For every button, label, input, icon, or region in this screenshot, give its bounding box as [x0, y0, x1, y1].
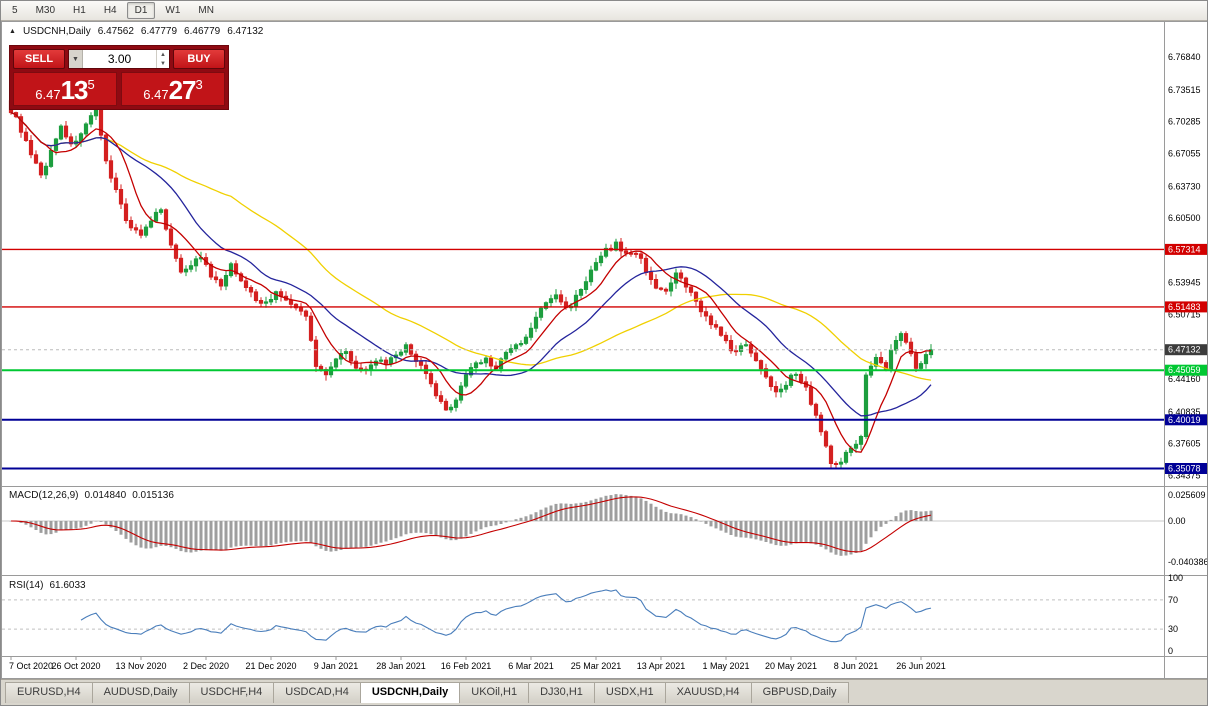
- timeframe-button-h4[interactable]: H4: [103, 5, 117, 16]
- svg-text:6.63730: 6.63730: [1168, 181, 1201, 191]
- macd-label: MACD(12,26,9) 0.014840 0.015136: [9, 490, 174, 501]
- svg-text:25 Mar 2021: 25 Mar 2021: [571, 661, 622, 671]
- chart-tab-audusd[interactable]: AUDUSD,Daily: [91, 682, 190, 703]
- volume-dropdown-icon[interactable]: ▼: [69, 50, 83, 68]
- svg-text:0.025609: 0.025609: [1168, 490, 1206, 500]
- svg-text:16 Feb 2021: 16 Feb 2021: [441, 661, 492, 671]
- svg-text:2 Dec 2020: 2 Dec 2020: [183, 661, 229, 671]
- svg-text:21 Dec 2020: 21 Dec 2020: [245, 661, 296, 671]
- timeframe-button-mn[interactable]: MN: [198, 5, 214, 16]
- timeframe-button-5[interactable]: 5: [12, 5, 18, 16]
- svg-text:6.47132: 6.47132: [1168, 345, 1201, 355]
- svg-text:6.45059: 6.45059: [1168, 365, 1201, 375]
- svg-text:6.40019: 6.40019: [1168, 415, 1201, 425]
- svg-text:0: 0: [1168, 646, 1173, 656]
- volume-value[interactable]: 3.00: [107, 52, 132, 66]
- svg-text:13 Apr 2021: 13 Apr 2021: [637, 661, 686, 671]
- svg-text:6.44160: 6.44160: [1168, 374, 1201, 384]
- svg-text:8 Jun 2021: 8 Jun 2021: [834, 661, 879, 671]
- svg-text:9 Jan 2021: 9 Jan 2021: [314, 661, 359, 671]
- svg-text:30: 30: [1168, 624, 1178, 634]
- svg-text:6.53945: 6.53945: [1168, 278, 1201, 288]
- svg-text:6.73515: 6.73515: [1168, 85, 1201, 95]
- chart-tab-xauusd[interactable]: XAUUSD,H4: [664, 682, 752, 703]
- svg-text:1 May 2021: 1 May 2021: [702, 661, 749, 671]
- sell-price-base: 6.47: [35, 87, 61, 102]
- step-up-icon[interactable]: ▲: [160, 51, 166, 58]
- timeframe-toolbar: 5 M30 H1 H4 D1 W1 MN: [1, 1, 1207, 21]
- collapse-icon[interactable]: ▲: [9, 28, 16, 35]
- step-down-icon[interactable]: ▼: [160, 60, 166, 67]
- macd-value-main: 0.014840: [84, 490, 127, 501]
- svg-text:28 Jan 2021: 28 Jan 2021: [376, 661, 426, 671]
- macd-value-signal: 0.015136: [132, 490, 174, 501]
- ohlc-open: 6.47562: [97, 26, 134, 37]
- svg-text:6.76840: 6.76840: [1168, 52, 1201, 62]
- svg-text:70: 70: [1168, 595, 1178, 605]
- macd-name: MACD(12,26,9): [9, 490, 79, 501]
- svg-text:7 Oct 2020: 7 Oct 2020: [9, 661, 53, 671]
- svg-text:-0.040386: -0.040386: [1168, 557, 1208, 567]
- buy-price-display[interactable]: 6.47 27 3: [121, 72, 225, 106]
- svg-text:0.00: 0.00: [1168, 516, 1186, 526]
- sell-price-display[interactable]: 6.47 13 5: [13, 72, 117, 106]
- buy-price-base: 6.47: [143, 87, 169, 102]
- timeframe-button-w1[interactable]: W1: [165, 5, 181, 16]
- volume-steppers[interactable]: ▲ ▼: [156, 50, 169, 68]
- chart-tab-eurusd[interactable]: EURUSD,H4: [5, 682, 93, 703]
- rsi-name: RSI(14): [9, 580, 44, 591]
- svg-text:100: 100: [1168, 573, 1183, 583]
- chart-tab-usdchf[interactable]: USDCHF,H4: [188, 682, 275, 703]
- svg-text:13 Nov 2020: 13 Nov 2020: [115, 661, 166, 671]
- svg-text:6.67055: 6.67055: [1168, 149, 1201, 159]
- svg-text:6.57314: 6.57314: [1168, 244, 1201, 254]
- svg-text:6.51483: 6.51483: [1168, 302, 1201, 312]
- chart-tab-usdx[interactable]: USDX,H1: [593, 682, 666, 703]
- svg-text:26 Oct 2020: 26 Oct 2020: [51, 661, 100, 671]
- ohlc-close: 6.47132: [227, 26, 264, 37]
- symbol-ohlc-line: ▲ USDCNH,Daily 6.47562 6.47779 6.46779 6…: [9, 26, 263, 37]
- timeframe-button-m30[interactable]: M30: [35, 5, 56, 16]
- ohlc-high: 6.47779: [140, 26, 178, 37]
- timeframe-button-d1[interactable]: D1: [126, 2, 156, 19]
- volume-spinner[interactable]: ▼ 3.00 ▲ ▼: [68, 49, 170, 69]
- timeframe-button-h1[interactable]: H1: [73, 5, 86, 16]
- chart-tab-ukoil[interactable]: UKOil,H1: [459, 682, 530, 703]
- buy-button[interactable]: BUY: [173, 49, 225, 69]
- chart-tab-bar: EURUSD,H4 AUDUSD,Daily USDCHF,H4 USDCAD,H4 U…: [1, 679, 1207, 705]
- svg-text:6.34375: 6.34375: [1168, 470, 1201, 480]
- svg-text:6.40835: 6.40835: [1168, 407, 1201, 417]
- buy-price-point: 3: [195, 77, 203, 92]
- rsi-value: 61.6033: [49, 580, 86, 591]
- chart-tab-usdcnh[interactable]: USDCNH,Daily: [359, 682, 461, 703]
- one-click-trading-panel: SELL ▼ 3.00 ▲ ▼ BUY 6.47 13 5 6.47 27 3: [9, 45, 229, 110]
- svg-text:20 May 2021: 20 May 2021: [765, 661, 817, 671]
- rsi-label: RSI(14) 61.6033: [9, 580, 86, 591]
- svg-text:6.50715: 6.50715: [1168, 309, 1201, 319]
- svg-text:6.37605: 6.37605: [1168, 439, 1201, 449]
- svg-text:6.70285: 6.70285: [1168, 117, 1201, 127]
- chart-tab-usdcad[interactable]: USDCAD,H4: [273, 682, 361, 703]
- svg-text:6.35078: 6.35078: [1168, 464, 1201, 474]
- sell-price-point: 5: [87, 77, 95, 92]
- svg-text:26 Jun 2021: 26 Jun 2021: [896, 661, 946, 671]
- chart-tab-gbpusd[interactable]: GBPUSD,Daily: [750, 682, 849, 703]
- sell-price-pips: 13: [60, 75, 89, 105]
- symbol-period-label: USDCNH,Daily: [22, 26, 91, 37]
- sell-button[interactable]: SELL: [13, 49, 65, 69]
- buy-price-pips: 27: [168, 75, 197, 105]
- chart-tab-dj30[interactable]: DJ30,H1: [528, 682, 595, 703]
- ohlc-low: 6.46779: [184, 26, 221, 37]
- svg-text:6.60500: 6.60500: [1168, 213, 1201, 223]
- svg-text:6 Mar 2021: 6 Mar 2021: [508, 661, 554, 671]
